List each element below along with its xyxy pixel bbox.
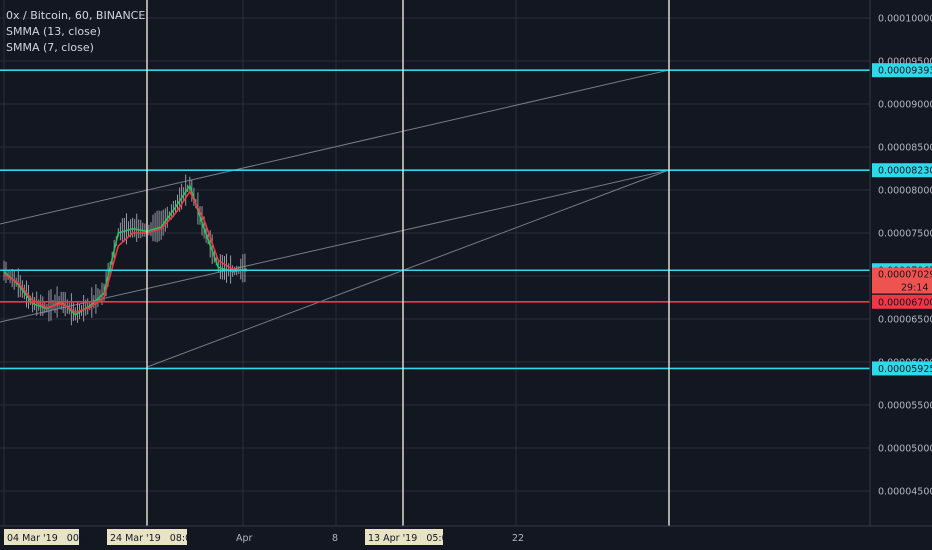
parallel-channel[interactable] bbox=[0, 69, 670, 368]
chart-legend: 0x / Bitcoin, 60, BINANCE SMMA (13, clos… bbox=[6, 8, 145, 56]
smma-series-0 bbox=[3, 183, 248, 316]
level-badge-label-4: 0.00005925 bbox=[878, 364, 932, 375]
level-badge-0 bbox=[872, 63, 932, 78]
level-badge-label-1: 0.00008230 bbox=[878, 166, 932, 177]
last-price-badge bbox=[872, 267, 932, 294]
candlestick-series bbox=[3, 174, 246, 326]
time-label-4: 13 Apr '19 05:00 bbox=[368, 533, 454, 544]
vertical-markers[interactable] bbox=[146, 0, 670, 526]
level-badge-4 bbox=[872, 361, 932, 376]
smma-series-1 bbox=[3, 190, 247, 313]
price-tick-3: 0.00008500 bbox=[878, 143, 932, 154]
channel-middle-line bbox=[0, 169, 670, 323]
price-tick-11: 0.00004500 bbox=[878, 487, 932, 498]
price-tick-4: 0.00008000 bbox=[878, 186, 932, 197]
price-tick-0: 0.00010000 bbox=[878, 14, 932, 25]
grid-lines bbox=[0, 0, 870, 526]
indicator-smma-13[interactable]: SMMA (13, close) bbox=[6, 25, 101, 38]
level-badge-label-3: 0.00006700 bbox=[878, 297, 932, 308]
price-tick-9: 0.00005500 bbox=[878, 401, 932, 412]
symbol-title[interactable]: 0x / Bitcoin, 60, BINANCE bbox=[6, 9, 146, 22]
price-tick-10: 0.00005000 bbox=[878, 444, 932, 455]
level-badge-label-0: 0.00009393 bbox=[878, 66, 932, 77]
channel-upper-line bbox=[0, 69, 670, 225]
smma-lines bbox=[3, 183, 248, 316]
time-badge-1 bbox=[107, 529, 187, 545]
price-tick-7: 0.00006500 bbox=[878, 315, 932, 326]
price-tick-2: 0.00009000 bbox=[878, 100, 932, 111]
indicator-smma-7[interactable]: SMMA (7, close) bbox=[6, 41, 94, 54]
time-label-5: 22 bbox=[512, 533, 524, 544]
time-label-2: Apr bbox=[236, 533, 253, 544]
time-badge-4 bbox=[365, 529, 443, 545]
time-label-1: 24 Mar '19 08:00 bbox=[110, 533, 197, 544]
price-tick-1: 0.00009500 bbox=[878, 57, 932, 68]
countdown-label: 29:14 bbox=[901, 283, 928, 294]
time-axis[interactable]: 04 Mar '19 00:00 24 Mar '19 08:00 Apr 8 13 A… bbox=[0, 525, 932, 550]
time-label-3: 8 bbox=[332, 533, 338, 544]
level-badge-3 bbox=[872, 294, 932, 309]
price-axis[interactable]: 0.00010000 0.00009500 0.00009000 0.00008500… bbox=[869, 0, 932, 550]
time-badge-0 bbox=[4, 529, 79, 545]
channel-lower-line bbox=[146, 169, 670, 368]
time-label-0: 04 Mar '19 00:00 bbox=[7, 533, 94, 544]
price-tick-5: 0.00007500 bbox=[878, 229, 932, 240]
last-price-label: 0.00007029 bbox=[878, 270, 932, 281]
horizontal-levels[interactable] bbox=[0, 69, 870, 370]
level-badge-1 bbox=[872, 163, 932, 178]
